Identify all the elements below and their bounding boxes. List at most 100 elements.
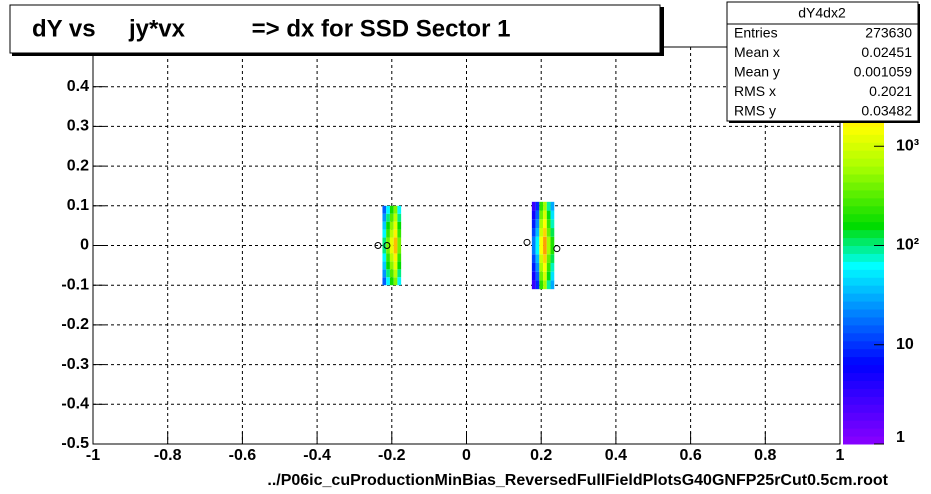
palette-band [843,436,884,445]
heatmap-cell [531,201,536,211]
palette-band [843,205,884,215]
palette-band [843,285,884,294]
stats-label: RMS x [734,83,776,99]
heatmap-cell [539,245,544,255]
palette-band [843,356,884,366]
x-tick-label: 0.2 [530,447,552,464]
palette-band [843,126,884,135]
x-axis-title: ../P06ic_cuProductionMinBias_ReversedFul… [267,472,888,489]
heatmap-cell [393,261,398,270]
palette-band [843,181,884,191]
heatmap-cell [550,201,555,211]
heatmap-cell [535,219,540,229]
heatmap-cell [393,237,398,246]
palette-band [843,213,884,223]
x-tick-label: 0.6 [679,447,701,464]
heatmap-cell [535,236,540,246]
heatmap-cell [389,237,394,246]
marker [374,242,382,249]
heatmap-cell [382,205,387,214]
x-tick-label: 0.8 [754,447,776,464]
palette-band [843,221,884,231]
x-tick-label: 1 [836,447,845,464]
y-tick-label: 0.4 [67,78,89,95]
stats-value: 0.001059 [854,64,913,80]
y-tick-label: -0.4 [61,396,89,413]
palette-band [843,309,884,318]
heatmap-cell [546,210,551,220]
heatmap-cell [382,237,387,246]
stats-rows: Entries 273630 Mean x 0.02451 Mean y 0.001059… [734,25,912,119]
palette-band [843,380,884,389]
stats-title: dY4dx2 [798,5,846,21]
stats-value: 0.03482 [861,103,912,119]
heatmap-cell [389,221,394,230]
heatmap-cell [397,213,402,222]
y-tick-label: 0.3 [67,118,89,135]
palette-band [843,261,884,270]
heatmap-cell [393,213,398,222]
heatmap-cell [535,245,540,255]
heatmap-cell [531,262,536,272]
heatmap-cell [543,271,547,281]
x-tick-label: -0.2 [378,447,406,464]
heatmap-cell [539,236,544,246]
palette-band [843,364,884,374]
heatmap-cell [531,219,536,229]
x-tick-label: -0.6 [229,447,257,464]
palette-band [843,420,884,429]
stats-label: Entries [734,25,778,41]
heatmap-cell [397,253,402,262]
heatmap-cell [397,205,402,214]
heatmap-cell [386,269,390,278]
heatmap-cell [531,210,536,220]
heatmap-cell [397,221,402,230]
heatmap-cell [531,245,536,255]
palette-band [843,197,884,207]
palette-band [843,372,884,381]
heatmap-cell [546,245,551,255]
heatmap-cell [531,280,536,290]
heatmap-cell [386,229,390,238]
heatmap-cell [543,228,547,237]
heatmap-cell [531,236,536,246]
palette-band [843,229,884,239]
heatmap-cell [397,277,402,286]
palette-band [843,237,884,246]
heatmap-cell [550,262,555,272]
palette-band [843,253,884,262]
heatmap-cell [531,271,536,281]
heatmap-cell [386,245,390,254]
heatmap-cell [535,201,540,211]
heatmap-cell [543,280,547,290]
heatmap-cell [389,229,394,238]
stats-label: RMS y [734,103,776,119]
y-tick-label: -0.1 [61,276,89,293]
heatmap-cell [550,271,555,281]
palette-band [843,412,884,421]
palette-band [843,174,884,183]
heatmap-cell [543,245,547,255]
heatmap-cell [397,245,402,254]
x-tick-label: -1 [86,447,100,464]
heatmap-cell [389,213,394,222]
palette-band [843,245,884,254]
heatmap-cell [531,254,536,263]
heatmap-cell [546,219,551,229]
heatmap-cell [397,237,402,246]
palette-band [843,293,884,302]
palette-band [843,428,884,437]
y-tick-label: 0.1 [67,197,89,214]
heatmap-cell [389,277,394,286]
heatmap-cell [550,245,555,255]
heatmap-cell [397,261,402,270]
heatmap-cell [382,277,387,286]
heatmap-cell [386,237,390,246]
heatmap-cell [546,271,551,281]
heatmap-cell [535,254,540,263]
heatmap-cell [543,219,547,229]
heatmap-cell [539,228,544,237]
y-tick-label: -0.5 [61,435,89,452]
z-tick-label: 10 [896,336,914,353]
stats-value: 0.2021 [869,83,912,99]
